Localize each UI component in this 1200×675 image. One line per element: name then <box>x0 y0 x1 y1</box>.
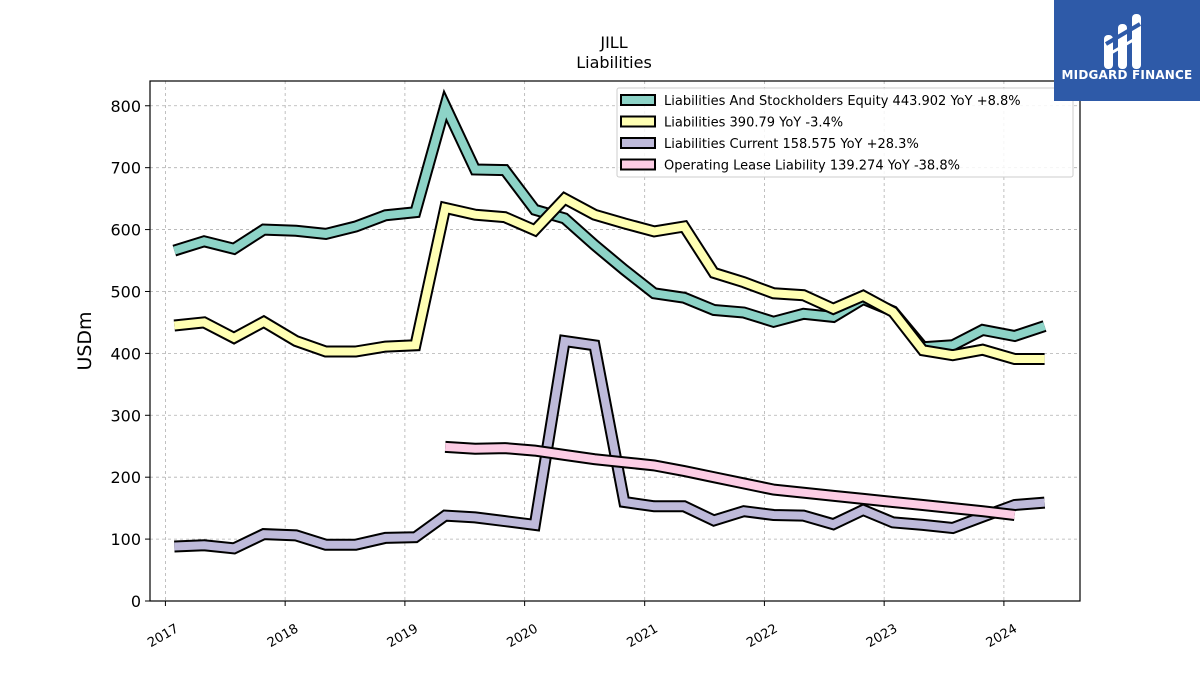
plot-frame <box>149 80 1081 602</box>
legend-entry: Liabilities 390.79 YoY -3.4% <box>664 116 843 131</box>
y-tick-label: 400 <box>110 344 141 363</box>
legend-swatch <box>620 158 656 171</box>
series-line <box>173 193 1045 363</box>
series-line <box>174 336 1045 553</box>
x-tick-label: 2023 <box>864 621 900 651</box>
legend-entry: Liabilities And Stockholders Equity 443.… <box>664 94 1021 109</box>
series-liabilities <box>173 191 1045 365</box>
x-tick-label: 2017 <box>145 621 181 651</box>
y-tick-label: 100 <box>110 530 141 549</box>
x-tick-label: 2022 <box>744 621 780 651</box>
chart-subtitle: Liabilities <box>576 53 652 72</box>
series-liabilities-current <box>174 334 1046 555</box>
x-tick-label: 2018 <box>265 621 301 651</box>
y-tick-label: 700 <box>110 159 141 178</box>
y-axis-label: USDm <box>74 311 96 370</box>
legend-entry: Liabilities Current 158.575 YoY +28.3% <box>664 137 919 152</box>
y-tick-label: 300 <box>110 406 141 425</box>
series-layer <box>172 88 1047 555</box>
logo-mark-icon <box>1104 14 1142 69</box>
legend-entry: Operating Lease Liability 139.274 YoY -3… <box>664 159 960 174</box>
y-tick-label: 800 <box>110 97 141 116</box>
x-tick-label: 2020 <box>504 621 540 651</box>
legend-box <box>616 87 1074 178</box>
x-tick-label: 2019 <box>385 621 421 651</box>
x-axis: 2017 2018 2019 2020 2021 2022 2023 2024 <box>145 601 1020 651</box>
midgard-finance-logo: MIDGARD FINANCE <box>1054 0 1200 101</box>
x-tick-label: 2024 <box>984 621 1020 651</box>
chart-title: JILL <box>599 33 627 52</box>
legend-swatch <box>620 137 656 149</box>
y-tick-label: 600 <box>110 221 141 240</box>
legend-swatch <box>620 115 656 128</box>
series-operating-lease-liability <box>444 440 1016 521</box>
y-tick-label: 200 <box>110 468 141 487</box>
y-tick-label: 500 <box>110 282 141 301</box>
series-line <box>444 442 1016 519</box>
y-tick-label: 0 <box>131 592 141 611</box>
logo-text: MIDGARD FINANCE <box>1061 68 1193 82</box>
x-tick-label: 2021 <box>625 621 661 651</box>
legend: Liabilities And Stockholders Equity 443.… <box>616 87 1074 178</box>
y-axis: 0 100 200 300 400 500 600 700 800 <box>110 97 150 611</box>
legend-swatch <box>620 94 656 106</box>
